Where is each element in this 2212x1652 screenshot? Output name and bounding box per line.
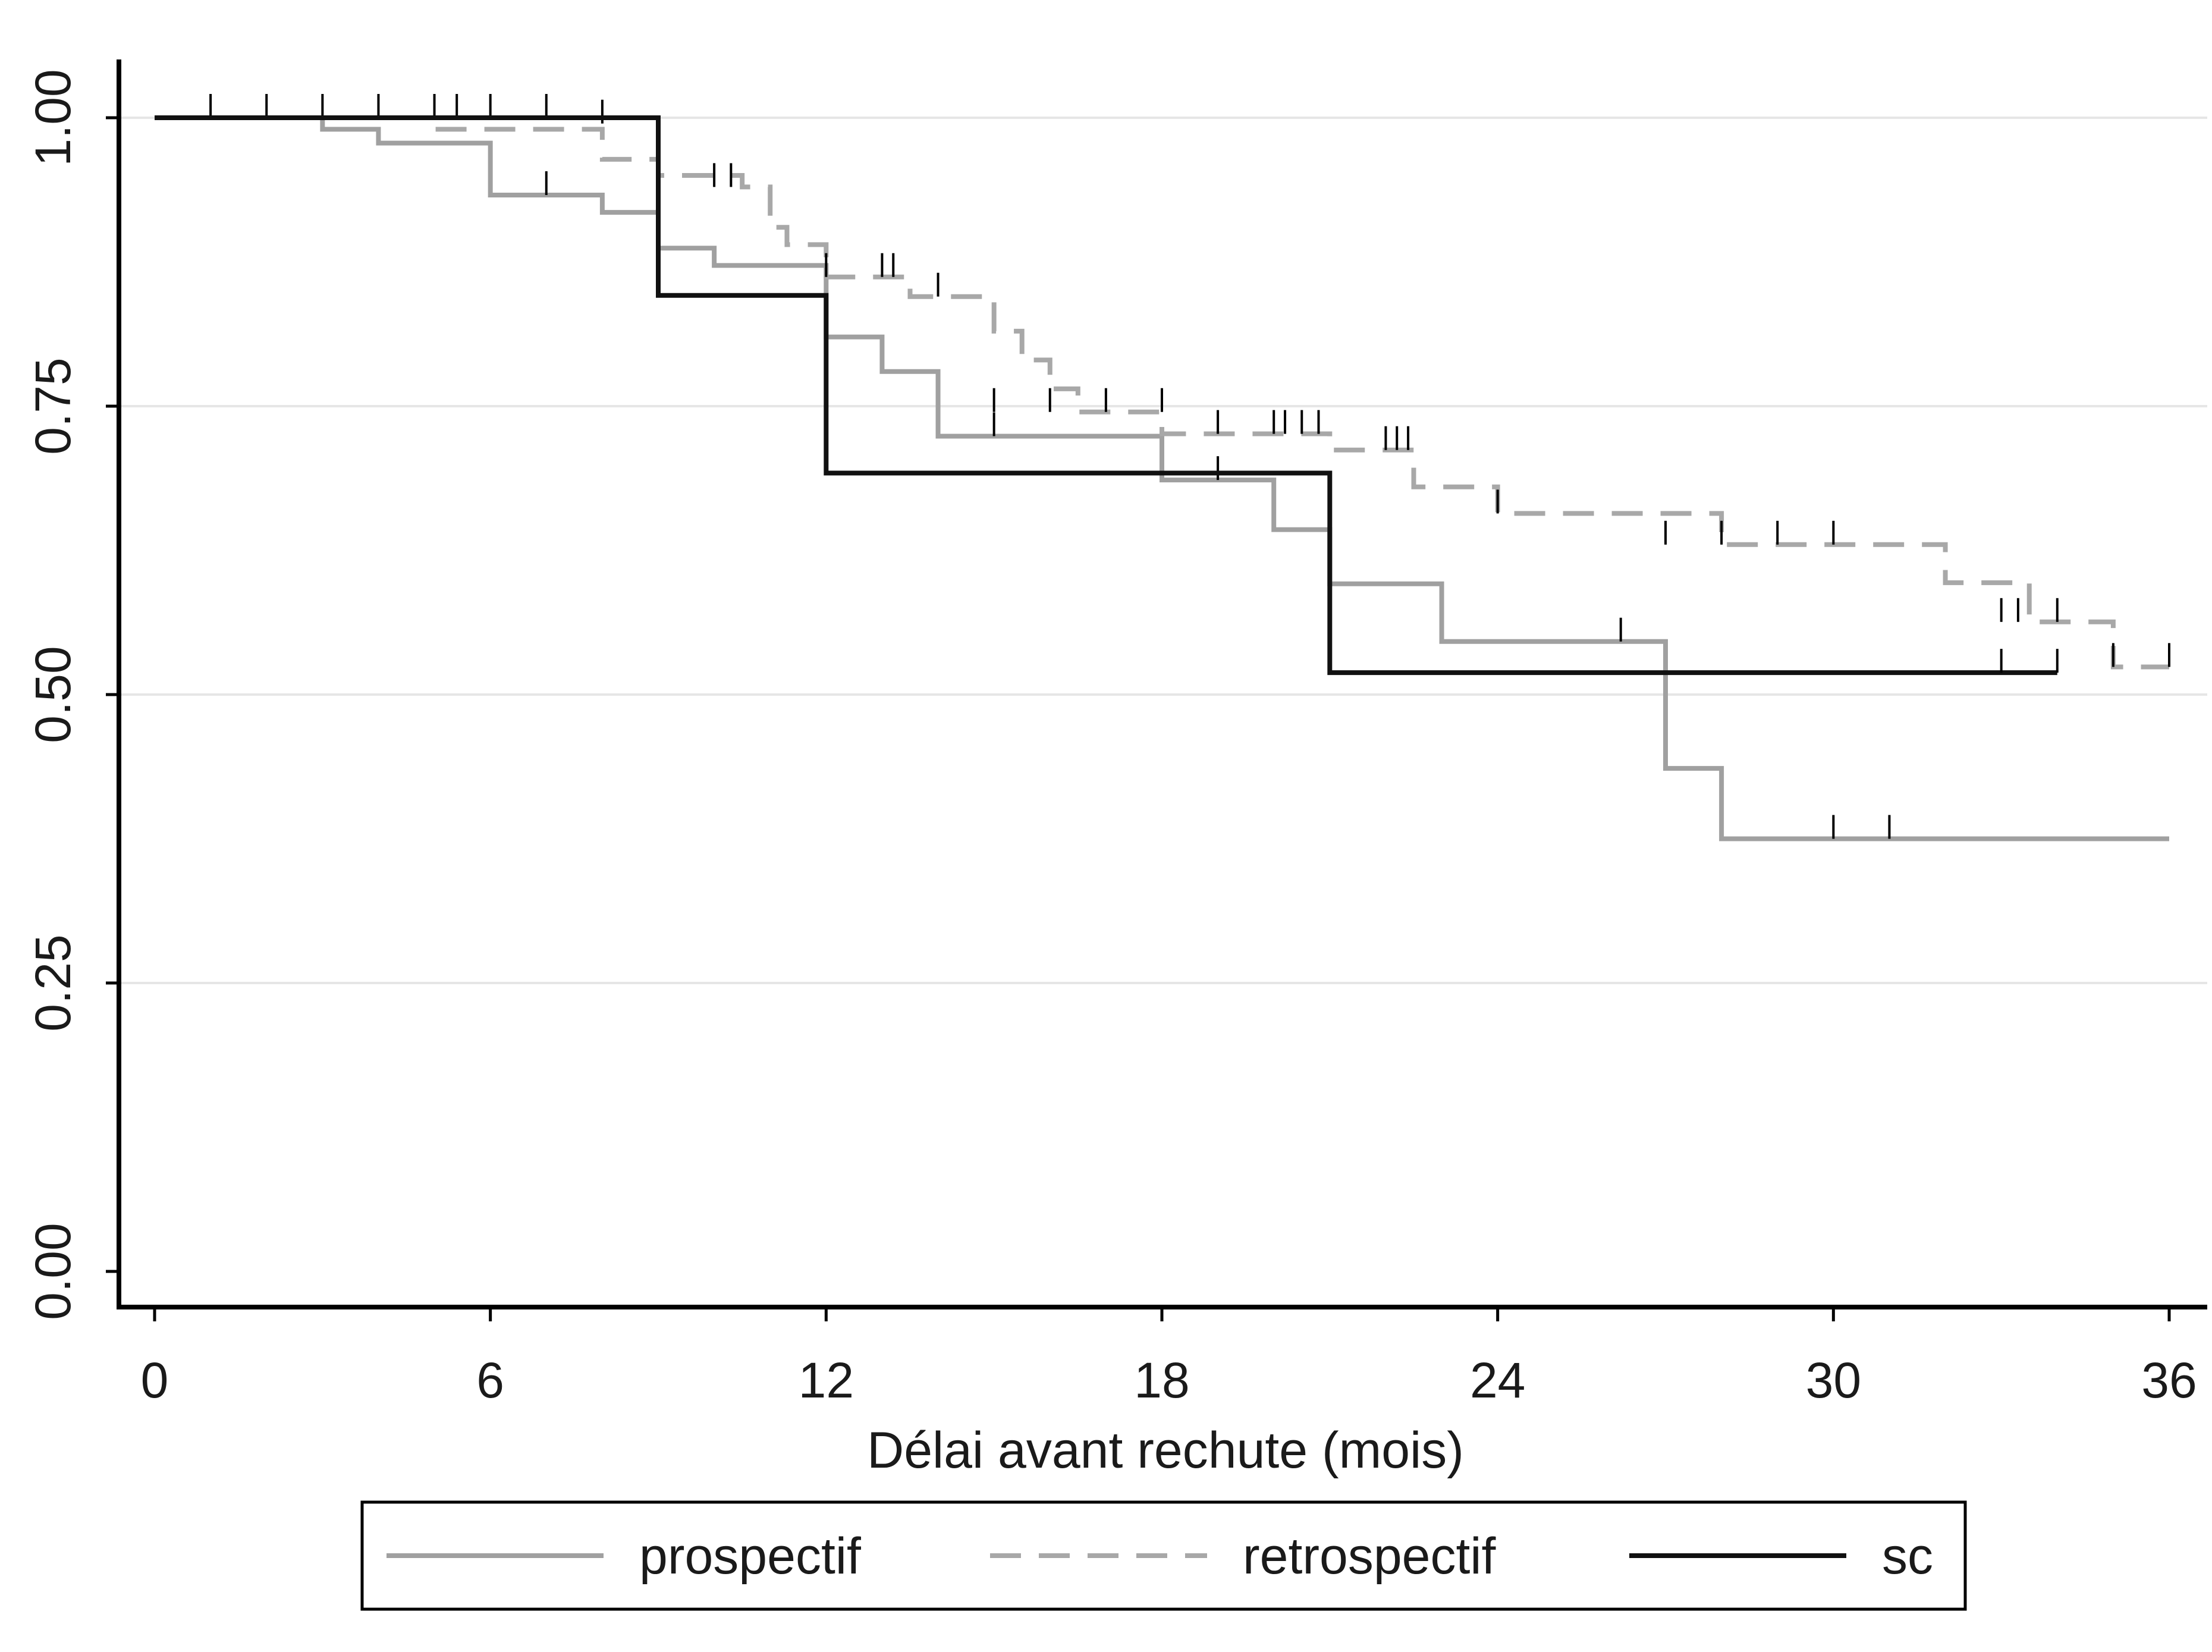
x-tick-label: 12 xyxy=(799,1352,854,1408)
x-tick-label: 30 xyxy=(1806,1352,1861,1408)
series-line-retrospectif xyxy=(155,115,2169,670)
y-tick-label: 0.25 xyxy=(25,934,81,1032)
ticks: 0.00 0.25 0.50 0.75 1.00 0 6 12 18 24 30 36 xyxy=(25,69,2197,1408)
x-tick-label: 6 xyxy=(476,1352,504,1408)
x-tick-label: 0 xyxy=(141,1352,169,1408)
x-tick-label: 24 xyxy=(1470,1352,1525,1408)
y-tick-label: 0.00 xyxy=(25,1223,81,1320)
legend: prospectif retrospectif sc xyxy=(360,1500,1967,1611)
x-tick-label: 36 xyxy=(2141,1352,2197,1408)
y-tick-label: 0.75 xyxy=(25,357,81,455)
series-line-prospectif xyxy=(155,115,2169,841)
y-tick-label: 1.00 xyxy=(25,69,81,167)
legend-label-retrospectif: retrospectif xyxy=(1243,1528,1496,1585)
series-prospectif xyxy=(155,115,2169,841)
x-tick-label: 18 xyxy=(1134,1352,1189,1408)
legend-label-prospectif: prospectif xyxy=(639,1528,862,1585)
series-layer xyxy=(155,94,2170,841)
series-line-sc xyxy=(155,115,2057,676)
series-sc xyxy=(155,115,2059,676)
y-tick-label: 0.50 xyxy=(25,646,81,743)
x-axis-title: Délai avant rechute (mois) xyxy=(867,1422,1464,1479)
legend-label-sc: sc xyxy=(1882,1528,1933,1585)
series-retrospectif xyxy=(155,94,2170,670)
